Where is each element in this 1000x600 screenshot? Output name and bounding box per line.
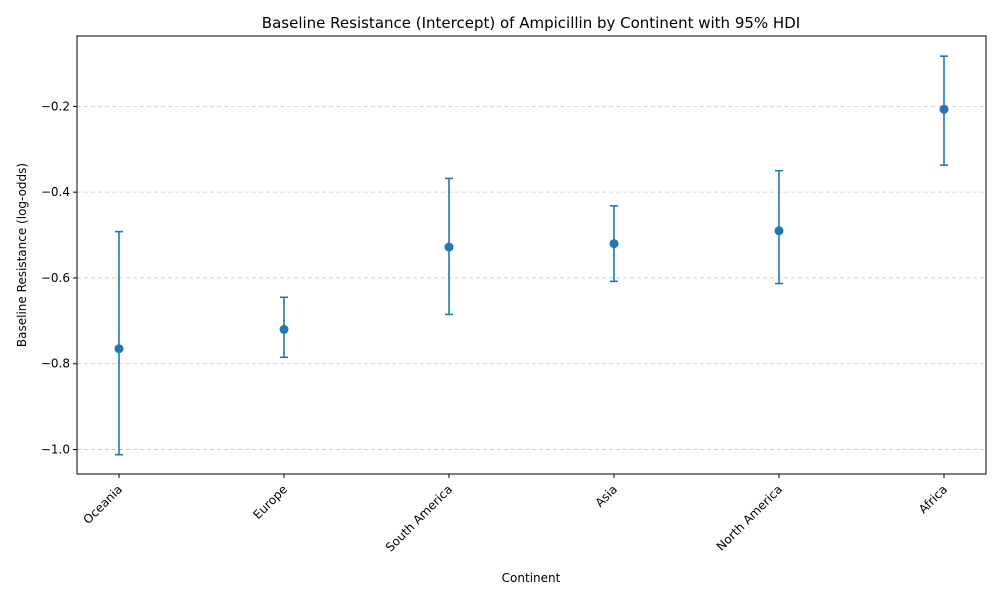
y-tick-label: −1.0 [41,443,70,457]
x-tick-label: North America [714,482,785,553]
x-axis-label: Continent [502,571,561,585]
y-tick-label: −0.2 [41,99,70,113]
y-tick-label: −0.8 [41,357,70,371]
chart-title: Baseline Resistance (Intercept) of Ampic… [262,14,800,32]
x-tick-label: Oceania [81,482,126,527]
y-axis-ticks: −1.0 −0.8 −0.6 −0.4 −0.2 [41,99,77,457]
intercept-point [114,344,124,354]
x-tick-label: South America [383,482,455,554]
intercept-point [609,239,619,249]
y-tick-label: −0.4 [41,185,70,199]
intercept-point [444,242,454,252]
plot-frame [76,35,987,475]
y-axis-label: Baseline Resistance (log-odds) [15,163,29,347]
intercept-point [279,324,289,334]
intercept-point [774,226,784,236]
x-tick-label: Africa [916,482,950,516]
gridlines [77,105,986,450]
x-tick-label: Asia [592,482,620,510]
error-bars [114,55,949,456]
x-axis-ticks: Oceania Europe South America Asia North Amer… [81,474,950,554]
intercept-point [939,104,949,114]
y-tick-label: −0.6 [41,271,70,285]
x-tick-label: Europe [250,482,290,522]
